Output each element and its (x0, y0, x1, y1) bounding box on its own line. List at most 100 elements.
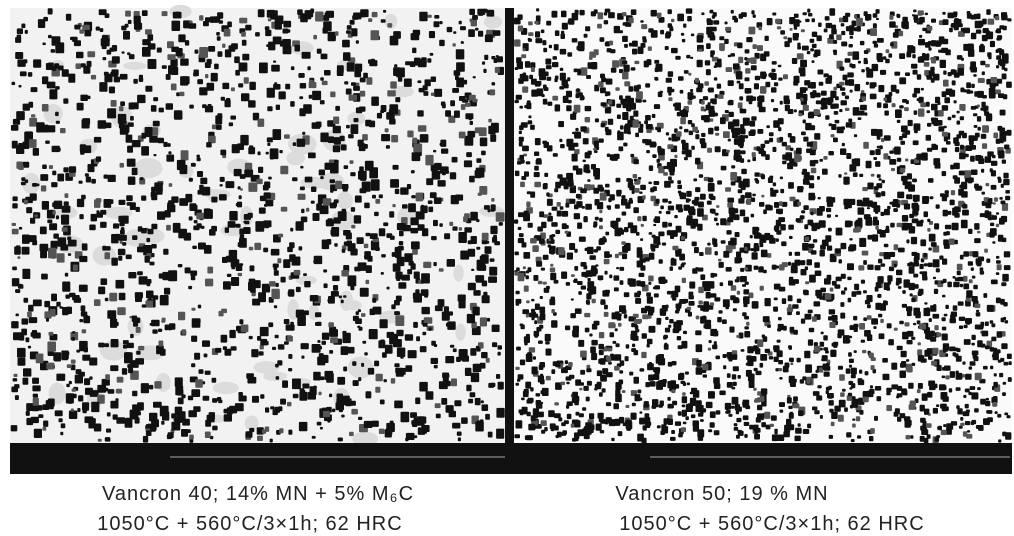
particle (667, 205, 675, 211)
particle (457, 294, 466, 302)
particle (218, 399, 223, 404)
particle (589, 270, 597, 277)
particle (312, 213, 320, 221)
particle (585, 299, 590, 305)
particle (271, 64, 280, 72)
particle (639, 123, 644, 129)
particle (434, 403, 441, 409)
particle (400, 356, 404, 359)
particle (720, 218, 727, 226)
particle (39, 226, 47, 235)
particle (731, 354, 738, 360)
particle (261, 283, 271, 293)
particle (131, 167, 138, 176)
particle (447, 356, 452, 362)
particle (87, 51, 96, 58)
particle (11, 81, 16, 86)
particle (806, 378, 811, 384)
particle (566, 90, 572, 98)
particle (739, 96, 744, 101)
particle (858, 265, 865, 271)
particle (119, 106, 124, 112)
particle (985, 345, 990, 350)
particle (814, 270, 822, 276)
particle (55, 215, 59, 220)
particle (353, 118, 359, 123)
particle (394, 311, 400, 316)
particle (64, 193, 69, 198)
particle (601, 77, 607, 83)
particle (804, 236, 810, 242)
particle (458, 300, 466, 309)
particle (491, 324, 500, 332)
particle (518, 233, 524, 238)
particle (219, 194, 227, 201)
particle (668, 324, 672, 328)
particle (901, 215, 909, 222)
particle (466, 384, 472, 392)
particle (569, 374, 575, 379)
particle (204, 245, 212, 254)
particle (800, 29, 805, 33)
particle (850, 439, 855, 443)
particle (488, 382, 494, 388)
particle (664, 342, 668, 346)
particle (988, 92, 996, 99)
particle (840, 312, 846, 319)
particle (313, 260, 318, 264)
particle (597, 23, 602, 29)
particle (942, 294, 946, 298)
particle (667, 418, 673, 425)
particle (691, 123, 695, 128)
particle (211, 196, 218, 203)
particle (795, 218, 801, 223)
particle (554, 104, 561, 112)
particle (751, 356, 757, 362)
particle (768, 132, 774, 137)
particle (867, 182, 874, 190)
particle (622, 112, 629, 120)
particle (389, 35, 399, 46)
particle (801, 131, 806, 136)
particle (587, 150, 592, 155)
particle (413, 271, 420, 279)
particle (849, 89, 853, 93)
particle (751, 152, 756, 158)
particle (597, 412, 604, 419)
particle (668, 176, 672, 181)
particle (840, 273, 846, 279)
particle (371, 96, 379, 106)
particle (854, 14, 857, 19)
particle (614, 253, 619, 259)
particle (779, 201, 783, 206)
particle (394, 400, 403, 409)
particle (106, 428, 112, 433)
particle (551, 10, 558, 18)
particle (217, 12, 224, 19)
particle (63, 201, 69, 206)
particle (906, 239, 910, 244)
particle (104, 343, 109, 348)
particle (528, 115, 532, 119)
particle (840, 23, 845, 27)
particle (1003, 361, 1009, 366)
particle (162, 411, 170, 421)
particle (683, 70, 689, 74)
particle (304, 176, 313, 183)
particle (282, 380, 288, 388)
particle (663, 165, 668, 169)
particle (1003, 251, 1011, 258)
particle (342, 39, 350, 48)
particle (214, 63, 219, 70)
particle (299, 83, 307, 89)
particle (88, 418, 96, 424)
particle (542, 281, 547, 285)
particle (108, 86, 115, 94)
particle (526, 201, 531, 207)
particle (656, 122, 664, 129)
particle (32, 148, 39, 156)
particle (849, 238, 853, 241)
particle (760, 71, 767, 79)
particle (793, 396, 798, 402)
particle (883, 252, 891, 260)
